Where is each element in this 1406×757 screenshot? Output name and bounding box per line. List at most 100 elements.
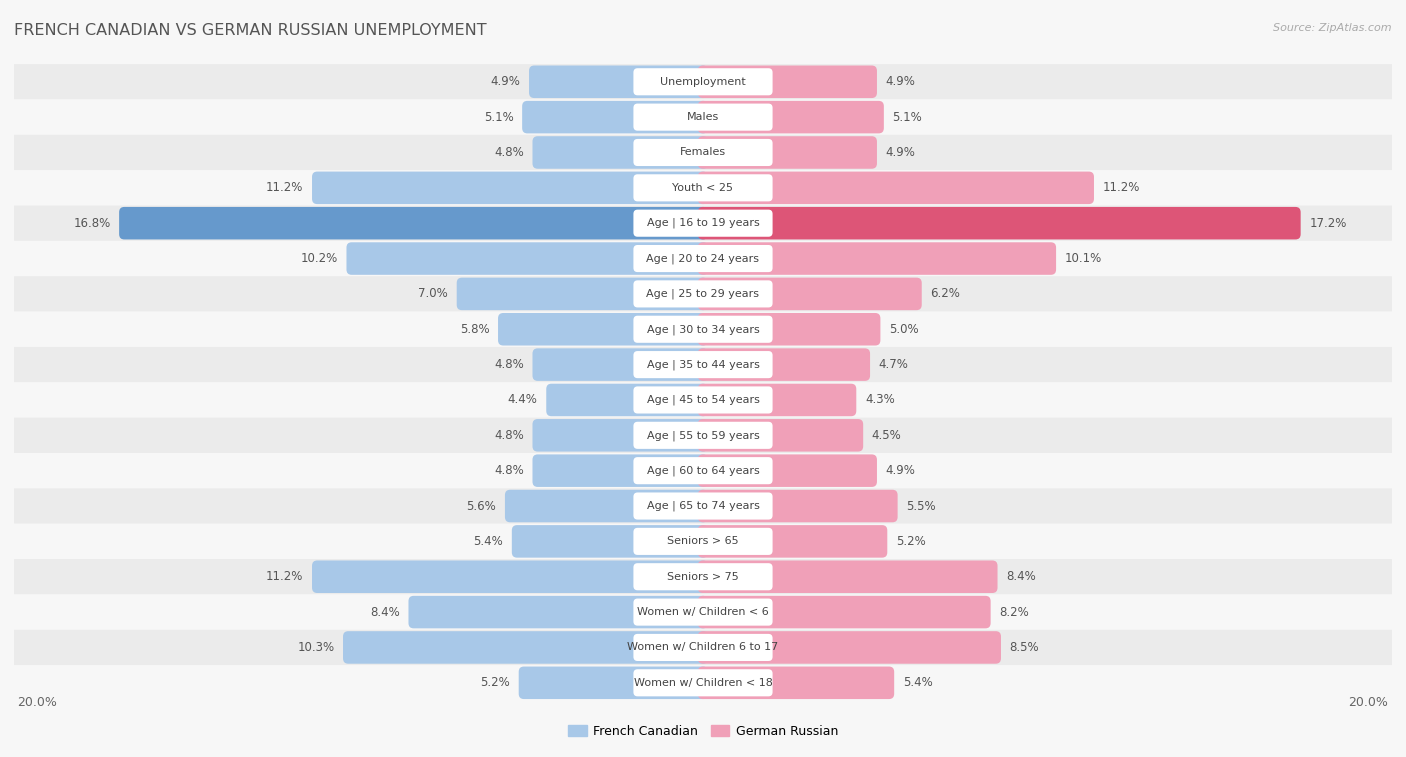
Text: 10.2%: 10.2%	[301, 252, 337, 265]
FancyBboxPatch shape	[697, 596, 991, 628]
FancyBboxPatch shape	[634, 245, 772, 272]
FancyBboxPatch shape	[522, 101, 709, 133]
Text: 5.1%: 5.1%	[484, 111, 513, 123]
FancyBboxPatch shape	[634, 386, 772, 413]
Text: 4.8%: 4.8%	[494, 358, 524, 371]
FancyBboxPatch shape	[634, 422, 772, 449]
FancyBboxPatch shape	[634, 139, 772, 166]
Text: 5.4%: 5.4%	[474, 535, 503, 548]
FancyBboxPatch shape	[697, 454, 877, 487]
FancyBboxPatch shape	[14, 630, 1392, 665]
Text: 4.8%: 4.8%	[494, 464, 524, 477]
FancyBboxPatch shape	[697, 313, 880, 345]
FancyBboxPatch shape	[697, 384, 856, 416]
FancyBboxPatch shape	[14, 524, 1392, 559]
Text: 8.2%: 8.2%	[1000, 606, 1029, 618]
FancyBboxPatch shape	[14, 559, 1392, 594]
FancyBboxPatch shape	[634, 457, 772, 484]
Text: 10.3%: 10.3%	[297, 641, 335, 654]
Text: 8.4%: 8.4%	[370, 606, 399, 618]
Text: FRENCH CANADIAN VS GERMAN RUSSIAN UNEMPLOYMENT: FRENCH CANADIAN VS GERMAN RUSSIAN UNEMPL…	[14, 23, 486, 38]
Text: 5.2%: 5.2%	[896, 535, 925, 548]
Text: Males: Males	[688, 112, 718, 122]
FancyBboxPatch shape	[634, 634, 772, 661]
Text: 4.9%: 4.9%	[886, 464, 915, 477]
FancyBboxPatch shape	[634, 599, 772, 625]
Text: 5.1%: 5.1%	[893, 111, 922, 123]
FancyBboxPatch shape	[312, 560, 709, 593]
FancyBboxPatch shape	[697, 278, 922, 310]
Text: Age | 16 to 19 years: Age | 16 to 19 years	[647, 218, 759, 229]
FancyBboxPatch shape	[14, 594, 1392, 630]
Text: 5.4%: 5.4%	[903, 676, 932, 690]
FancyBboxPatch shape	[519, 666, 709, 699]
Text: Age | 65 to 74 years: Age | 65 to 74 years	[647, 501, 759, 511]
Text: Seniors > 65: Seniors > 65	[668, 537, 738, 547]
Text: 11.2%: 11.2%	[266, 570, 304, 583]
FancyBboxPatch shape	[457, 278, 709, 310]
FancyBboxPatch shape	[634, 174, 772, 201]
Text: Females: Females	[681, 148, 725, 157]
Text: 11.2%: 11.2%	[266, 182, 304, 195]
FancyBboxPatch shape	[343, 631, 709, 664]
FancyBboxPatch shape	[14, 64, 1392, 99]
FancyBboxPatch shape	[14, 99, 1392, 135]
Text: Age | 55 to 59 years: Age | 55 to 59 years	[647, 430, 759, 441]
Text: 20.0%: 20.0%	[1348, 696, 1389, 709]
Text: Age | 20 to 24 years: Age | 20 to 24 years	[647, 254, 759, 263]
Text: Youth < 25: Youth < 25	[672, 183, 734, 193]
FancyBboxPatch shape	[634, 280, 772, 307]
Text: Age | 25 to 29 years: Age | 25 to 29 years	[647, 288, 759, 299]
FancyBboxPatch shape	[697, 101, 884, 133]
Text: 11.2%: 11.2%	[1102, 182, 1140, 195]
FancyBboxPatch shape	[512, 525, 709, 558]
Text: Age | 30 to 34 years: Age | 30 to 34 years	[647, 324, 759, 335]
Text: 8.5%: 8.5%	[1010, 641, 1039, 654]
FancyBboxPatch shape	[312, 172, 709, 204]
Text: 4.9%: 4.9%	[491, 75, 520, 89]
Text: 4.8%: 4.8%	[494, 146, 524, 159]
Text: Women w/ Children < 18: Women w/ Children < 18	[634, 678, 772, 688]
Text: Women w/ Children < 6: Women w/ Children < 6	[637, 607, 769, 617]
Text: 4.9%: 4.9%	[886, 75, 915, 89]
FancyBboxPatch shape	[14, 665, 1392, 700]
FancyBboxPatch shape	[14, 453, 1392, 488]
Text: 4.8%: 4.8%	[494, 428, 524, 442]
Text: 20.0%: 20.0%	[17, 696, 58, 709]
Text: 16.8%: 16.8%	[73, 217, 111, 229]
FancyBboxPatch shape	[634, 316, 772, 343]
FancyBboxPatch shape	[14, 170, 1392, 205]
Text: Age | 60 to 64 years: Age | 60 to 64 years	[647, 466, 759, 476]
FancyBboxPatch shape	[697, 525, 887, 558]
FancyBboxPatch shape	[634, 210, 772, 237]
Text: Women w/ Children 6 to 17: Women w/ Children 6 to 17	[627, 643, 779, 653]
FancyBboxPatch shape	[529, 66, 709, 98]
FancyBboxPatch shape	[14, 382, 1392, 418]
FancyBboxPatch shape	[346, 242, 709, 275]
Text: 4.7%: 4.7%	[879, 358, 908, 371]
FancyBboxPatch shape	[697, 419, 863, 452]
FancyBboxPatch shape	[697, 348, 870, 381]
Text: 17.2%: 17.2%	[1309, 217, 1347, 229]
FancyBboxPatch shape	[505, 490, 709, 522]
FancyBboxPatch shape	[634, 351, 772, 378]
Legend: French Canadian, German Russian: French Canadian, German Russian	[564, 720, 842, 743]
Text: 7.0%: 7.0%	[419, 288, 449, 301]
FancyBboxPatch shape	[14, 276, 1392, 312]
FancyBboxPatch shape	[14, 418, 1392, 453]
FancyBboxPatch shape	[697, 172, 1094, 204]
Text: 8.4%: 8.4%	[1007, 570, 1036, 583]
FancyBboxPatch shape	[697, 136, 877, 169]
Text: Source: ZipAtlas.com: Source: ZipAtlas.com	[1274, 23, 1392, 33]
FancyBboxPatch shape	[697, 66, 877, 98]
Text: 5.0%: 5.0%	[889, 322, 918, 336]
Text: 4.5%: 4.5%	[872, 428, 901, 442]
FancyBboxPatch shape	[14, 205, 1392, 241]
FancyBboxPatch shape	[533, 419, 709, 452]
Text: Age | 45 to 54 years: Age | 45 to 54 years	[647, 394, 759, 405]
FancyBboxPatch shape	[533, 136, 709, 169]
FancyBboxPatch shape	[634, 528, 772, 555]
FancyBboxPatch shape	[634, 563, 772, 590]
FancyBboxPatch shape	[697, 631, 1001, 664]
Text: 5.8%: 5.8%	[460, 322, 489, 336]
